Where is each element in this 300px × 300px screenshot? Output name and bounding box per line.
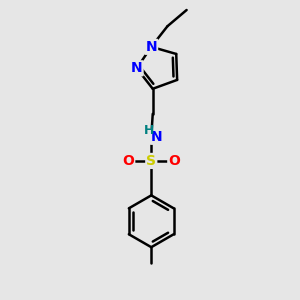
Text: N: N (151, 130, 162, 144)
Text: N: N (131, 61, 142, 75)
Text: N: N (146, 40, 157, 54)
Text: O: O (168, 154, 180, 168)
Text: S: S (146, 154, 156, 168)
Text: H: H (144, 124, 154, 137)
Text: O: O (122, 154, 134, 168)
